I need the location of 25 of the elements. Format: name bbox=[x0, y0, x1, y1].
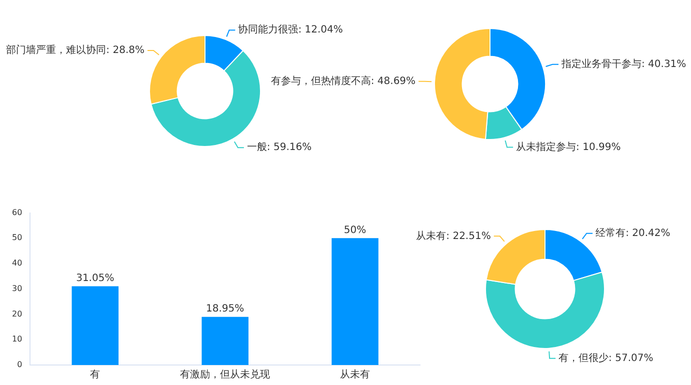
slice-label: 从未有: 22.51% bbox=[416, 230, 491, 242]
y-tick-label: 40 bbox=[12, 258, 22, 268]
bar bbox=[332, 238, 378, 365]
slice-label: 有，但很少: 57.07% bbox=[558, 352, 654, 364]
bar bbox=[72, 286, 119, 365]
slice-label: 从未指定参与: 10.99% bbox=[516, 140, 621, 153]
y-tick-label: 0 bbox=[17, 360, 22, 370]
y-tick-label: 60 bbox=[12, 208, 22, 217]
slice-label: 指定业务骨干参与: 40.31% bbox=[560, 58, 686, 70]
data-label: 31.05% bbox=[76, 272, 114, 284]
y-tick-label: 10 bbox=[12, 334, 22, 344]
y-tick-label: 20 bbox=[12, 309, 22, 318]
x-tick-label: 有 bbox=[90, 368, 100, 381]
slice-label: 协同能力很强: 12.04% bbox=[238, 24, 343, 36]
slice-label: 经常有: 20.42% bbox=[596, 226, 670, 239]
x-tick-label: 有激励，但从未兑现 bbox=[180, 368, 270, 381]
y-tick-label: 50 bbox=[12, 233, 22, 242]
data-label: 18.95% bbox=[206, 304, 244, 315]
data-label: 50% bbox=[344, 224, 366, 236]
slice-label: 一般: 59.16% bbox=[246, 142, 312, 154]
bar bbox=[202, 316, 248, 365]
x-tick-label: 从未有 bbox=[340, 368, 370, 381]
slice-label: 部门墙严重，难以协同: 28.8% bbox=[6, 44, 144, 56]
slice-label: 有参与，但热情度不高: 48.69% bbox=[270, 74, 416, 87]
y-tick-label: 30 bbox=[12, 284, 22, 293]
